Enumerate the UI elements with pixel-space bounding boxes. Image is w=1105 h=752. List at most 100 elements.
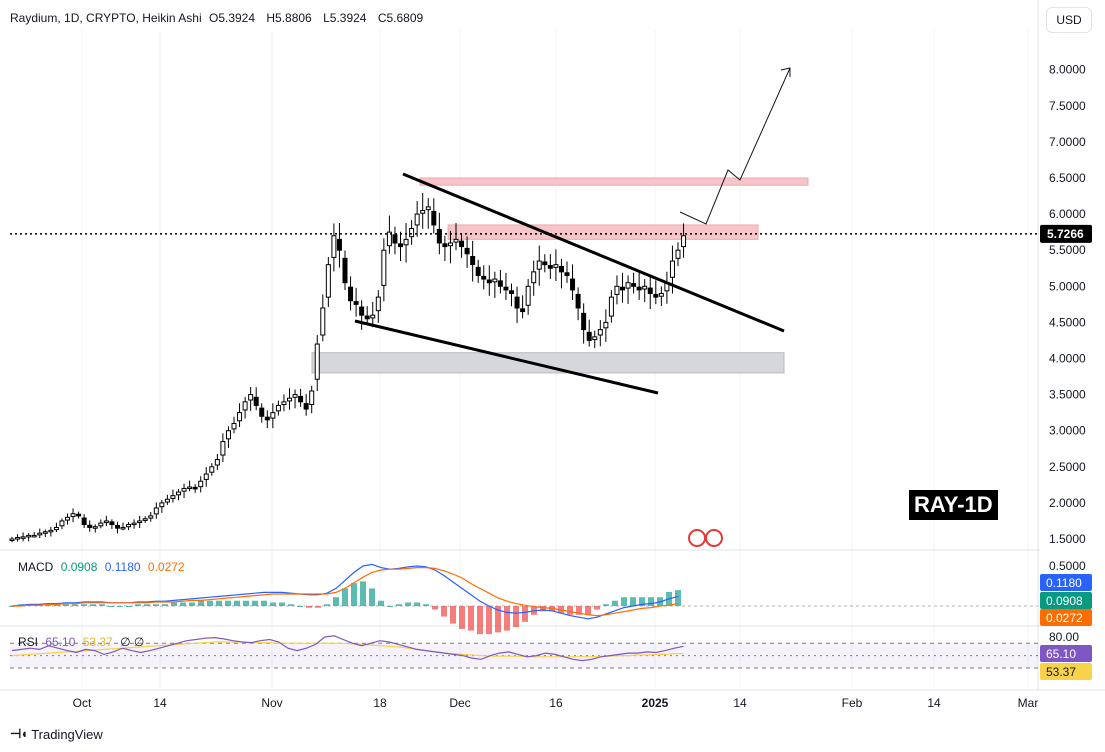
macd-hist-bar (486, 606, 492, 635)
signal-line (12, 567, 679, 617)
macd-hist-bar (144, 604, 150, 606)
candle-up (614, 285, 620, 295)
macd-hist-bar (189, 602, 195, 606)
macd-hist-bar (108, 606, 114, 607)
candle-down (398, 243, 403, 248)
time-tick-label: Oct (73, 696, 92, 710)
candle-up (214, 459, 220, 466)
symbol-name: Raydium, 1D, CRYPTO, Heikin Ashi (10, 11, 202, 25)
candle-up (65, 516, 70, 521)
price-tick-label: 4.0000 (1049, 352, 1086, 366)
macd-hist-bar (99, 604, 105, 606)
candle-down (87, 524, 93, 528)
candle-down (459, 240, 465, 248)
candle-up (642, 285, 648, 290)
macd-hist-bar (252, 600, 258, 606)
candle-up (370, 314, 376, 319)
macd-hist-bar (216, 600, 222, 606)
macd-badge-label: 0.1180 (1046, 576, 1082, 590)
candle-up (420, 209, 426, 214)
price-tick-label: 8.0000 (1049, 63, 1086, 77)
candle-up (248, 394, 254, 401)
price-tick-label: 6.0000 (1049, 207, 1086, 221)
macd-hist-bar (594, 606, 600, 610)
candle-up (314, 343, 320, 380)
candle-up (669, 260, 675, 278)
projection-arrowhead (780, 67, 791, 77)
macd-tick-label: 0.5000 (1049, 559, 1086, 573)
resistance-zone-lower (447, 224, 759, 240)
candle-up (625, 282, 631, 289)
candle-down (431, 210, 437, 226)
candle-up (492, 278, 498, 283)
macd-hist-bar (261, 600, 267, 606)
candle-up (375, 296, 381, 312)
macd-hist-bar (639, 597, 645, 606)
macd-hist-bar (162, 604, 168, 606)
macd-hist-bar (603, 604, 609, 606)
candle-up (209, 466, 215, 473)
price-tick-label: 2.5000 (1049, 460, 1086, 474)
time-tick-label: Mar (1018, 696, 1039, 710)
macd-hist-bar (621, 597, 627, 606)
candle-up (120, 526, 126, 530)
rsi-title: RSI (18, 635, 39, 649)
candle-down (259, 407, 265, 417)
candle-down (342, 257, 348, 284)
low-label: L (323, 11, 330, 25)
candle-down (76, 513, 82, 517)
macd-hist-bar (351, 583, 357, 606)
candle-down (647, 287, 653, 295)
candle-up (181, 487, 187, 492)
macd-hist-bar (171, 602, 177, 606)
currency-button[interactable]: USD (1046, 7, 1092, 33)
candle-up (242, 401, 248, 411)
candle-up (447, 242, 453, 247)
candle-down (547, 265, 553, 269)
high-value: 5.8806 (275, 11, 312, 25)
macd-hist-bar (567, 606, 573, 615)
macd-hist-bar (378, 600, 384, 606)
macd-hist-bar (135, 604, 141, 606)
macd-hist-bar (81, 604, 87, 606)
candle-up (53, 526, 59, 531)
candle-up (59, 520, 65, 527)
candle-up (287, 397, 292, 402)
candle-down (570, 278, 576, 291)
candle-down (114, 524, 120, 529)
candle-down (192, 486, 198, 490)
candle-up (198, 480, 204, 488)
candle-down (359, 306, 365, 316)
candle-up (98, 522, 104, 527)
macd-hist-bar (396, 604, 402, 606)
time-tick-label: 14 (733, 696, 747, 710)
macd-hist-bar (198, 600, 204, 606)
macd-legend: MACD 0.0908 0.1180 0.0272 (18, 560, 189, 574)
macd-hist-bar (423, 604, 429, 606)
macd-hist-bar (315, 606, 321, 608)
macd-hist-bar (117, 606, 123, 607)
time-tick-label: 18 (373, 696, 387, 710)
candle-down (620, 286, 625, 291)
macd-hist-bar (513, 606, 519, 628)
rsi-ma-badge-label: 53.37 (1046, 665, 1076, 679)
rsi-badge-label: 65.10 (1046, 647, 1076, 661)
candle-up (597, 329, 603, 336)
candle-down (253, 396, 259, 406)
candle-up (536, 260, 542, 270)
macd-hist-bar (342, 588, 348, 606)
candle-up (409, 228, 415, 238)
price-tick-label: 6.5000 (1049, 171, 1086, 185)
macd-hist-bar (234, 600, 240, 606)
tradingview-logo[interactable]: ⊣◖ TradingView (10, 726, 103, 742)
close-label: C (377, 11, 387, 25)
macd-hist-bar (612, 600, 618, 606)
candle-up (48, 529, 54, 533)
macd-hist-bar (675, 590, 681, 606)
candle-down (653, 293, 659, 298)
tradingview-text: TradingView (31, 726, 103, 742)
candle-up (603, 321, 609, 329)
candle-down (81, 517, 87, 526)
price-tick-label: 2.0000 (1049, 496, 1086, 510)
